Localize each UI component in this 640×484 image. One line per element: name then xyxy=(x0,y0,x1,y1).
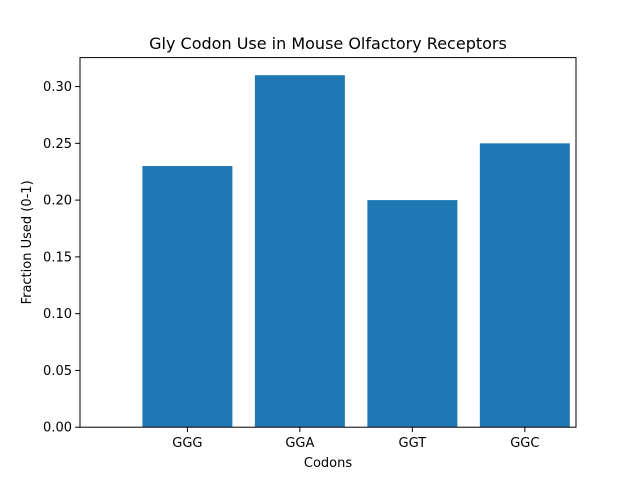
bar-ggc xyxy=(479,143,570,428)
y-tick-label: 0.30 xyxy=(43,80,72,95)
bar-ggg xyxy=(142,166,233,428)
chart-title: Gly Codon Use in Mouse Olfactory Recepto… xyxy=(149,34,507,53)
x-tick-label: GGG xyxy=(172,436,202,451)
x-tick-label: GGT xyxy=(399,436,427,451)
x-tick-label: GGC xyxy=(510,436,539,451)
y-tick-label: 0.15 xyxy=(43,250,72,265)
bars-group xyxy=(142,75,570,428)
y-tick-label: 0.20 xyxy=(43,194,72,209)
x-axis: GGG GGA GGT GGC xyxy=(172,427,539,451)
y-tick-label: 0.05 xyxy=(43,364,72,379)
x-axis-label: Codons xyxy=(304,456,352,471)
bar-gga xyxy=(254,75,345,428)
y-tick-label: 0.10 xyxy=(43,307,72,322)
y-axis: 0.00 0.05 0.10 0.15 0.20 0.25 0.30 xyxy=(43,80,80,436)
plot-frame xyxy=(79,57,577,428)
x-tick-label: GGA xyxy=(285,436,314,451)
y-tick-label: 0.00 xyxy=(43,421,72,436)
y-axis-label: Fraction Used (0-1) xyxy=(20,180,35,304)
bar-ggt xyxy=(367,200,458,428)
y-tick-label: 0.25 xyxy=(43,137,72,152)
